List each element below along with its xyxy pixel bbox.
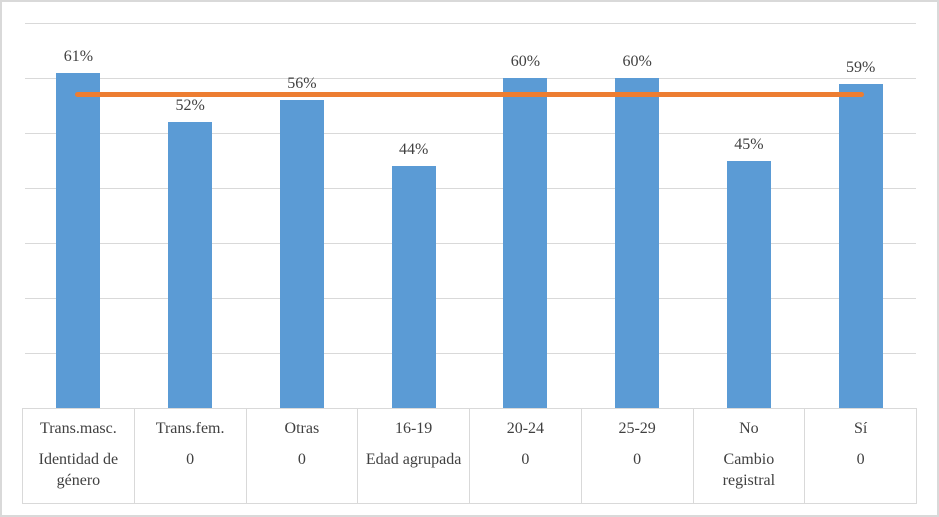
group-label: 0 <box>633 451 642 468</box>
axis-column: Sí 0 <box>804 409 916 503</box>
bar-trans-fem- <box>168 122 213 408</box>
gridline <box>25 188 916 189</box>
gridline <box>25 353 916 354</box>
axis-column: No Cambio registral <box>692 409 805 503</box>
data-label: 52% <box>175 97 205 114</box>
gridline <box>25 298 916 299</box>
category-label: 16-19 <box>394 420 433 437</box>
bar-20-24 <box>503 78 548 408</box>
category-label: Otras <box>284 420 320 437</box>
group-label: 0 <box>297 451 306 468</box>
group-label: Identidad de género <box>38 451 119 489</box>
gridline <box>25 78 916 79</box>
data-label: 59% <box>845 58 876 76</box>
group-label: 0 <box>856 451 865 468</box>
data-label: 60% <box>510 53 541 70</box>
axis-column: Trans.masc. Identidad de género <box>23 409 134 503</box>
gridline <box>25 243 916 244</box>
bar-s- <box>838 83 883 408</box>
axis-column: Trans.fem. 0 <box>133 409 246 503</box>
bar-trans-masc- <box>56 72 101 408</box>
data-label: 44% <box>398 141 429 158</box>
bar-otras <box>279 100 324 408</box>
bar-no <box>726 160 771 408</box>
gridline <box>25 23 916 24</box>
category-label: Trans.masc. <box>40 420 117 437</box>
category-label: Trans.fem. <box>155 420 225 437</box>
bar-25-29 <box>615 78 660 408</box>
data-label: 56% <box>287 75 317 92</box>
average-reference-line <box>75 92 864 97</box>
group-label: Cambio registral <box>722 451 776 489</box>
bar-16-19 <box>391 166 436 408</box>
category-label: Sí <box>853 420 868 437</box>
axis-column: 16-19 Edad agrupada <box>357 409 469 503</box>
category-label: 25-29 <box>618 420 656 437</box>
category-label: 20-24 <box>506 420 545 437</box>
data-label: 60% <box>622 53 652 70</box>
data-label: 61% <box>63 47 94 65</box>
group-label: 0 <box>186 451 195 468</box>
data-label: 45% <box>734 135 764 153</box>
category-label: No <box>739 420 759 437</box>
group-label: 0 <box>521 451 530 468</box>
axis-column: 25-29 0 <box>580 409 693 503</box>
axis-column: 20-24 0 <box>469 409 581 503</box>
gridline <box>25 133 916 134</box>
category-axis-table: Trans.masc. Identidad de género Trans.fem.… <box>22 408 917 504</box>
axis-column: Otras 0 <box>245 409 358 503</box>
group-label: Edad agrupada <box>365 451 462 468</box>
